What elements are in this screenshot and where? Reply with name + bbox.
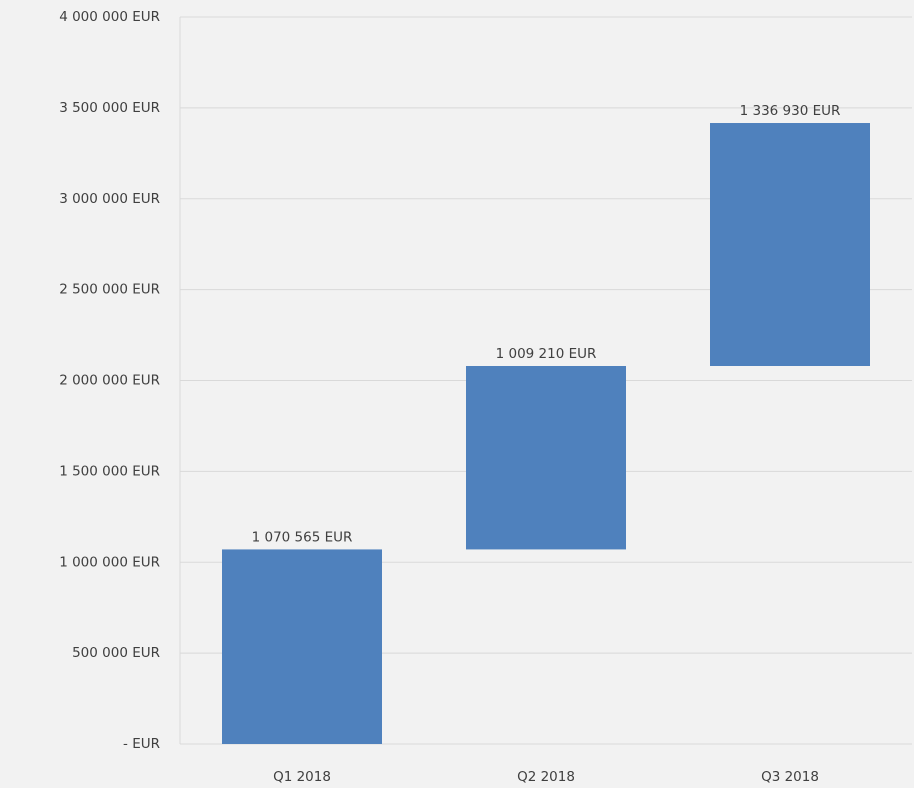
- x-tick-label: Q3 2018: [761, 769, 819, 785]
- y-tick-label: 500 000 EUR: [72, 645, 160, 661]
- x-tick-label: Q1 2018: [273, 769, 331, 785]
- y-tick-label: 1 500 000 EUR: [59, 463, 160, 479]
- y-tick-label: 3 000 000 EUR: [59, 191, 160, 207]
- y-tick-label: 4 000 000 EUR: [59, 9, 160, 25]
- data-label: 1 070 565 EUR: [252, 529, 353, 545]
- y-tick-label: 1 000 000 EUR: [59, 554, 160, 570]
- y-tick-label: 3 500 000 EUR: [59, 100, 160, 116]
- y-tick-label: 2 500 000 EUR: [59, 282, 160, 298]
- y-tick-label: 2 000 000 EUR: [59, 373, 160, 389]
- bar: [466, 366, 626, 550]
- y-tick-label: - EUR: [123, 736, 160, 752]
- data-label: 1 336 930 EUR: [740, 103, 841, 119]
- bar: [222, 549, 382, 744]
- x-tick-label: Q2 2018: [517, 769, 575, 785]
- bar: [710, 123, 870, 367]
- data-label: 1 009 210 EUR: [496, 346, 597, 362]
